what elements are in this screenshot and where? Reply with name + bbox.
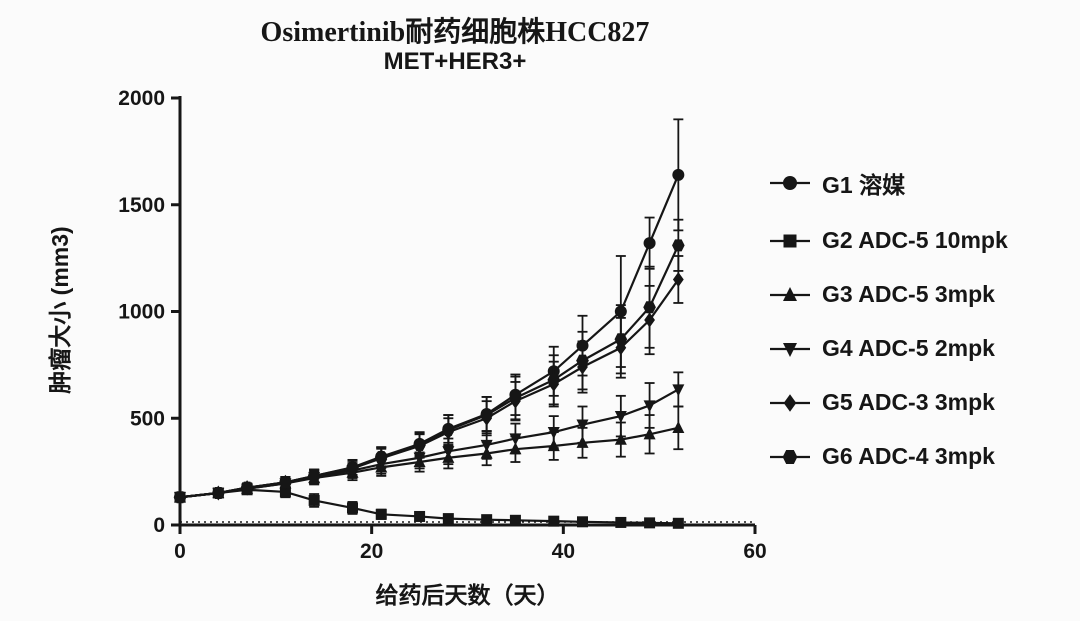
triangle-up-marker-icon xyxy=(770,286,810,301)
circle-marker-icon xyxy=(770,176,810,190)
diamond-marker-icon xyxy=(770,393,810,412)
x-tick-label: 0 xyxy=(174,540,186,563)
legend-item: G2 ADC-5 10mpk xyxy=(768,227,1008,254)
legend: G1 溶媒 G2 ADC-5 10mpk G3 ADC-5 3mpk G4 ADC-5… xyxy=(768,166,1008,470)
chart-title: Osimertinib耐药细胞株HCC827 xyxy=(260,17,650,48)
y-tick-label: 2000 xyxy=(118,87,165,110)
legend-item: G3 ADC-5 3mpk xyxy=(768,281,1008,308)
square-marker-icon xyxy=(770,234,810,247)
legend-item: G1 溶媒 xyxy=(768,166,1008,200)
x-tick-label: 20 xyxy=(360,540,383,563)
x-axis-title: 给药后天数（天） xyxy=(375,582,560,608)
y-tick-label: 1500 xyxy=(118,194,165,217)
legend-label: G4 ADC-5 2mpk xyxy=(822,335,995,361)
y-tick-label: 0 xyxy=(153,514,165,537)
triangle-down-marker-icon xyxy=(770,342,810,357)
y-tick-label: 500 xyxy=(130,407,165,430)
hexagon-marker-icon xyxy=(770,449,810,464)
legend-item: G4 ADC-5 2mpk xyxy=(768,335,1008,362)
series-g6 xyxy=(173,218,685,504)
legend-label: G1 溶媒 xyxy=(822,172,906,198)
series-g2 xyxy=(174,484,684,529)
series-g1 xyxy=(174,118,685,504)
legend-label: G2 ADC-5 10mpk xyxy=(822,227,1008,253)
x-tick-label: 60 xyxy=(743,540,766,563)
y-tick-label: 1000 xyxy=(118,301,165,324)
legend-label: G5 ADC-3 3mpk xyxy=(822,389,995,415)
chart-subtitle: MET+HER3+ xyxy=(383,48,527,75)
legend-label: G6 ADC-4 3mpk xyxy=(822,443,995,469)
legend-item: G6 ADC-4 3mpk xyxy=(768,443,1008,470)
legend-item: G5 ADC-3 3mpk xyxy=(768,389,1008,416)
legend-label: G3 ADC-5 3mpk xyxy=(822,281,995,307)
x-tick-label: 40 xyxy=(552,540,575,563)
series-g5 xyxy=(174,255,684,505)
